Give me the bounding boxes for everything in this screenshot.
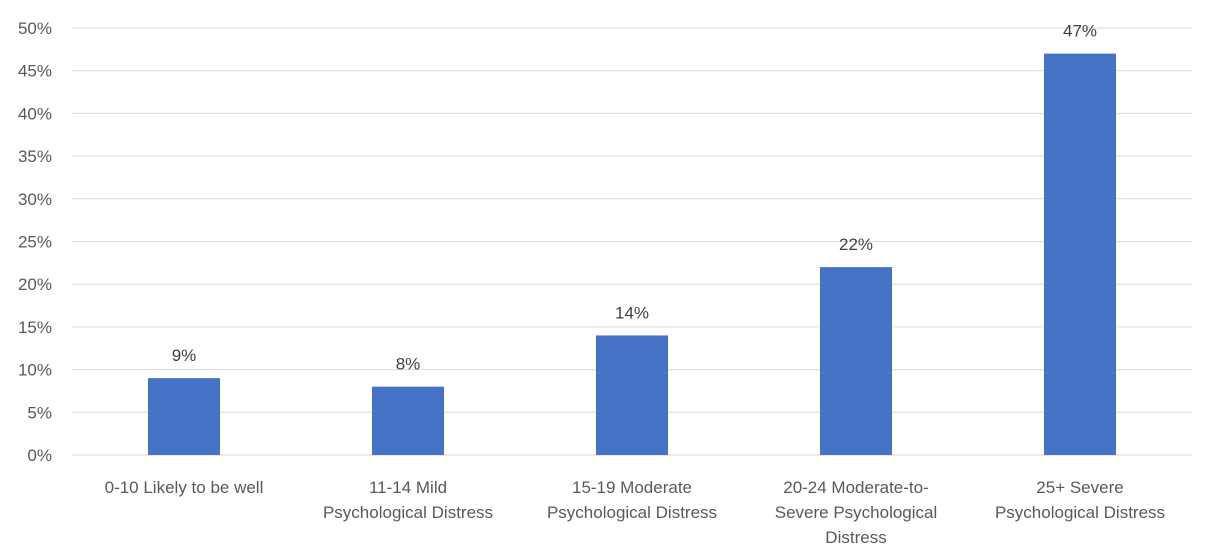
x-category-label-line: 20-24 Moderate-to- [783, 478, 929, 497]
data-label: 14% [615, 303, 649, 322]
y-tick-label: 0% [27, 446, 52, 465]
x-category-label-line: 0-10 Likely to be well [105, 478, 264, 497]
data-label: 8% [396, 355, 421, 374]
y-tick-label: 5% [27, 403, 52, 422]
x-category-label-line: Psychological Distress [995, 503, 1165, 522]
bars [148, 53, 1116, 456]
y-tick-label: 20% [18, 275, 52, 294]
y-tick-label: 35% [18, 147, 52, 166]
x-category-label: 0-10 Likely to be well [105, 478, 264, 497]
y-tick-label: 15% [18, 318, 52, 337]
x-category-label-line: Psychological Distress [547, 503, 717, 522]
x-category-label: 15-19 Moderate Psychological Distress [547, 478, 717, 522]
data-label: 47% [1063, 22, 1097, 41]
x-category-label: 20-24 Moderate-to- Severe Psychological Di… [775, 478, 938, 547]
x-category-label-line: Severe Psychological [775, 503, 938, 522]
x-axis-category-labels: 0-10 Likely to be well 11-14 Mild Psycholo… [105, 478, 1165, 547]
y-tick-label: 25% [18, 233, 52, 252]
x-category-label-line: Distress [825, 528, 886, 547]
y-tick-label: 50% [18, 19, 52, 38]
y-tick-label: 10% [18, 361, 52, 380]
data-label: 9% [172, 346, 197, 365]
data-label: 22% [839, 235, 873, 254]
bar [372, 386, 444, 455]
y-tick-label: 45% [18, 62, 52, 81]
x-category-label-line: 15-19 Moderate [572, 478, 692, 497]
x-category-label: 11-14 Mild Psychological Distress [323, 478, 493, 522]
y-tick-label: 40% [18, 104, 52, 123]
data-labels: 9% 8% 14% 22% 47% [172, 22, 1097, 374]
x-category-label-line: 25+ Severe [1036, 478, 1123, 497]
x-category-label: 25+ Severe Psychological Distress [995, 478, 1165, 522]
x-category-label-line: Psychological Distress [323, 503, 493, 522]
y-axis-tick-labels: 0% 5% 10% 15% 20% 25% 30% 35% 40% 45% 50% [18, 19, 52, 465]
bar [148, 378, 220, 455]
y-tick-label: 30% [18, 190, 52, 209]
bar [596, 335, 668, 455]
x-category-label-line: 11-14 Mild [369, 478, 447, 497]
bar [1044, 53, 1116, 456]
gridlines [72, 27, 1192, 456]
bar [820, 267, 892, 455]
